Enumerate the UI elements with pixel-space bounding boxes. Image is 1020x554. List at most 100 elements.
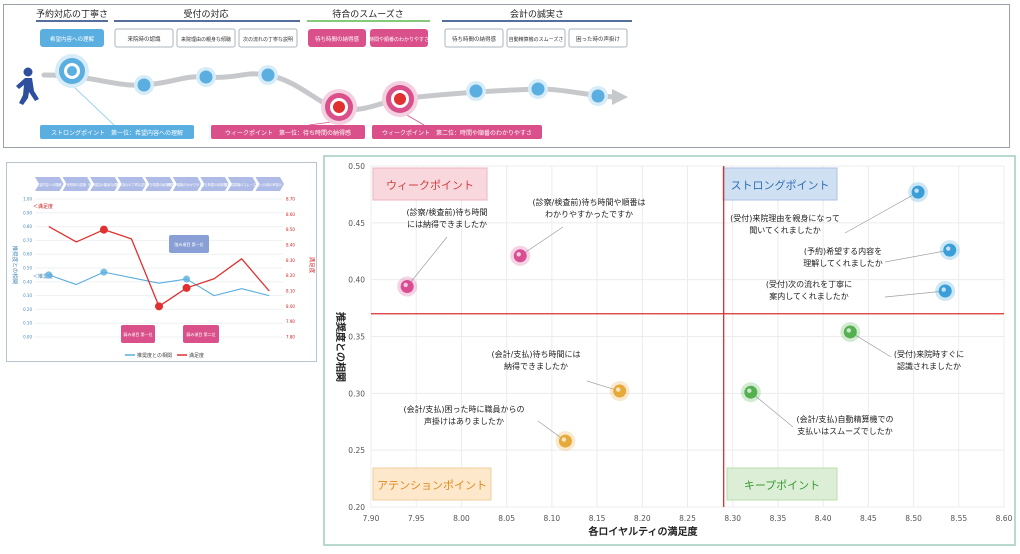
mini-left-tick: 0.70 [23,238,32,243]
journey-node [588,86,608,106]
mini-right-tick: 7.90 [286,319,295,324]
svg-text:キープポイント: キープポイント [744,479,820,492]
x-tick-label: 8.40 [815,514,832,523]
quadrant-attention: アテンションポイント [372,467,492,501]
svg-text:時間や順番のわかりやすさ: 時間や順番のわかりやすさ [369,36,429,43]
point-label-line: (診察/検査前)待ち時間や順番は [533,197,646,207]
svg-text:希望内容への理解: 希望内容への理解 [50,35,95,43]
callout-strong: ストロングポイント 第一位：希望内容への理解 [40,125,194,139]
mini-left-tick: 0.80 [23,224,32,229]
item-box: 困った時の声掛け [568,28,628,48]
point-label: (予約)希望する内容を理解してくれましたか [803,246,883,268]
mini-right-tick: 8.40 [286,243,295,248]
quadrant-keep: キープポイント [726,467,838,501]
mini-left-tick: 1.00 [23,197,32,202]
scatter-grid [370,165,1005,508]
point-highlight [914,188,919,193]
mini-stage-arrow: 来院時の認識 [62,177,92,191]
scatter-chart: 7.90 7.95 8.00 8.05 8.10 8.15 8.20 8.25 8.30 8.35… [334,162,1013,538]
mini-left-tick: 0.90 [23,210,32,215]
stage-title: 会計の誠実さ [510,8,564,20]
scatter-point-attention [609,381,630,402]
mini-stage-arrow: 待ち時間の納得感 [200,177,229,191]
mini-left-tick: 0.30 [23,293,32,298]
mini-marker-recommend: ＜推奨度 [33,273,53,280]
item-box: 来院時の認識 [114,28,174,48]
point-label-line: わかりやすかったですか [545,210,633,219]
point-highlight [747,388,752,393]
y-tick-label: 0.45 [348,219,365,228]
point-highlight [846,328,851,333]
leader-line [844,191,919,234]
journey-node [134,75,154,95]
point-label-line: (予約)希望する内容を [804,246,882,256]
x-tick-label: 8.50 [905,514,922,523]
mini-grid [35,198,283,338]
item-box: 自動精算機のスムーズさ [506,28,566,48]
journey-node-weak-2 [382,81,418,117]
svg-text:強み項目 第一位: 強み項目 第一位 [174,241,203,247]
x-tick-label: 8.45 [860,514,877,523]
point-highlight [561,437,567,442]
mini-stage-label: 困った時の声掛け [256,182,282,187]
mini-stage-arrow: 困った時の声掛け [255,177,284,191]
quadrant-dividers [371,166,1004,507]
x-tick-label: 8.55 [950,514,967,523]
point-label: (診察/検査前)待ち時間や順番はわかりやすかったですか [533,197,646,219]
point-highlight [516,252,521,257]
svg-text:来院理由の親身な傾聴: 来院理由の親身な傾聴 [181,36,231,43]
svg-text:アテンションポイント: アテンションポイント [377,479,487,492]
x-axis-title: 各ロイヤルティの満足度 [587,525,698,538]
scatter-point-strong [935,281,956,302]
point-label-line: (受付)来院時すぐに [894,349,964,359]
point-label-line: 理解してくれましたか [803,258,883,268]
quadrant-weak: ウィークポイント [372,167,488,201]
mini-left-tick: 0.00 [23,335,32,340]
scatter-point-strong [908,182,929,203]
mini-legend-item: 満足度 [189,352,204,359]
journey-svg: 予約対応の丁寧さ 受付の対応 待合のスムーズさ 会計の誠実さ 希望内容への理解 … [16,8,632,139]
mini-stage-arrow: 次の流れの丁寧な説明 [116,177,147,191]
item-box: 来院理由の親身な傾聴 [176,28,236,48]
mini-right-tick: 8.00 [286,304,295,309]
mini-left-axis: 1.00 0.90 0.80 0.70 0.60 0.50 0.40 0.30 0.20 0.10… [23,197,32,340]
mini-stage-arrow: 来院理由の親身な傾聴 [88,177,121,191]
quadrant-strong: ストロングポイント [722,167,838,201]
journey-node [196,67,216,87]
journey-node [466,81,486,101]
svg-text:自動精算機のスムーズさ: 自動精算機のスムーズさ [509,36,564,43]
mini-box-weak-2: 弱み項目 第二位 [183,325,219,343]
scatter-point-strong [939,240,960,261]
point-label: (受付)次の流れを丁寧に案内してくれましたか [766,279,852,301]
journey-node [528,79,548,99]
svg-text:待ち時間の納得感: 待ち時間の納得感 [452,35,497,43]
scatter-point-keep [740,382,761,403]
callout-weak-1: ウィークポイント 第一位：待ち時間の納得感 [211,125,365,139]
y-tick-label: 0.50 [348,162,365,171]
leader-line [750,391,794,428]
point-label-line: 支払いはスムーズでしたか [797,426,893,436]
svg-text:次の流れの丁寧な説明: 次の流れの丁寧な説明 [243,36,293,43]
x-tick-label: 8.60 [996,514,1013,523]
mini-left-axis-label: 推奨度との相関 [11,246,19,285]
svg-text:ウィークポイント: ウィークポイント [386,179,474,192]
mini-stage-label: 来院時の認識 [67,182,87,187]
mini-series-satisfaction [48,226,270,307]
x-tick-label: 7.95 [408,514,425,523]
mini-legend: 推奨度との相関 満足度 [125,352,204,359]
mini-right-tick: 8.60 [286,212,295,217]
point-label-line: (受付)次の流れを丁寧に [766,279,852,289]
stage-header-4: 会計の誠実さ [442,8,632,22]
stage-title: 受付の対応 [183,8,228,20]
svg-text:ストロングポイント 第一位：希望内容への理解: ストロングポイント 第一位：希望内容への理解 [51,129,183,137]
item-box: 待ち時間の納得感 [308,29,366,47]
journey-node-weak-1 [321,89,357,125]
point-label-line: (会計/支払)困った時に職員からの [404,404,525,414]
point-labels: (診察/検査前)待ち時間には納得できましたか (診察/検査前)待ち時間や順番はわか… [404,197,965,436]
mini-series [45,225,270,311]
item-box: 次の流れの丁寧な説明 [238,28,298,48]
x-tick-label: 8.20 [634,514,651,523]
callout-weak-2: ウィークポイント 第二位：時間や順番のわかりやすさ [372,125,542,139]
stage-title: 待合のスムーズさ [332,8,404,20]
x-tick-label: 7.90 [363,514,380,523]
